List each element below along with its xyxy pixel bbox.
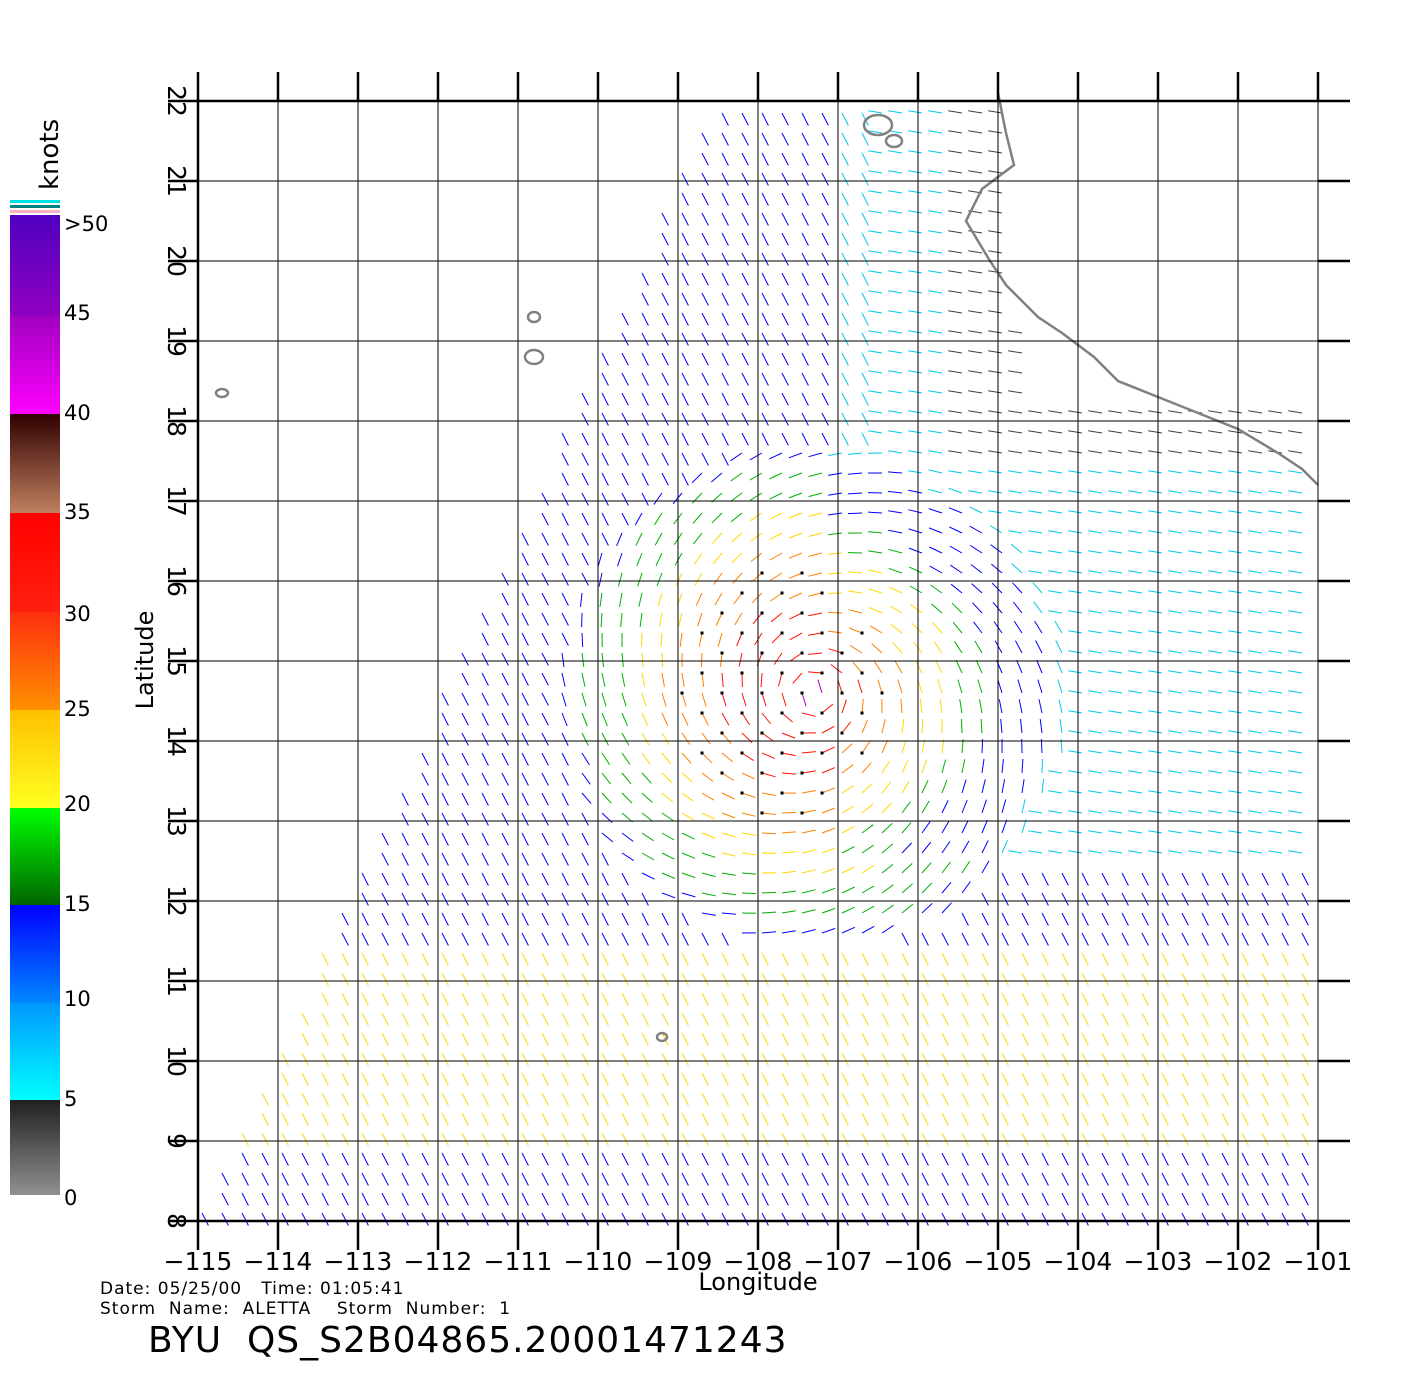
colorbar-title: knots: [35, 119, 65, 190]
product-id: BYU QS_S2B04865.20001471243: [148, 1320, 788, 1361]
colorbar-segment-0-5: [10, 1100, 60, 1195]
colorbar-label: 5: [64, 1087, 77, 1111]
lat-tick-label: 20: [162, 245, 191, 277]
colorbar-label: 20: [64, 792, 91, 816]
lon-tick-label: −113: [324, 1247, 393, 1276]
lon-tick-label: −104: [1044, 1247, 1113, 1276]
lat-tick-label: 18: [162, 405, 191, 437]
island-outline: [655, 1031, 669, 1043]
lon-tick-label: −110: [564, 1247, 633, 1276]
lon-tick-label: −109: [644, 1247, 713, 1276]
lon-tick-label: −114: [244, 1247, 313, 1276]
lat-tick-label: 14: [162, 725, 191, 757]
lat-tick-label: 21: [162, 165, 191, 197]
colorbar-label: 30: [64, 602, 91, 626]
lat-tick-label: 10: [162, 1045, 191, 1077]
lat-tick-label: 8: [162, 1213, 191, 1229]
colorbar-label: 15: [64, 892, 91, 916]
lat-tick-label: 12: [162, 885, 191, 917]
y-axis-label: Latitude: [131, 611, 159, 710]
colorbar-label: 0: [64, 1186, 77, 1210]
colorbar: knots 0 5 10 15 20 25 30 35 40 45 >50: [10, 119, 108, 1210]
lat-tick-label: 16: [162, 565, 191, 597]
colorbar-label: 10: [64, 987, 91, 1011]
lon-tick-label: −112: [404, 1247, 473, 1276]
lon-tick-label: −111: [484, 1247, 553, 1276]
date-time-line: Date: 05/25/00 Time: 01:05:41: [100, 1279, 405, 1299]
mexico-coast: [964, 92, 1319, 486]
lon-tick-label: −102: [1204, 1247, 1273, 1276]
axis-ticks: −115 −114 −113 −112 −111 −110 −109 −108 −107 −106…: [162, 72, 1352, 1276]
storm-line: Storm Name: ALETTA Storm Number: 1: [100, 1299, 512, 1319]
lat-tick-label: 13: [162, 805, 191, 837]
lat-tick-label: 22: [162, 85, 191, 117]
island-outline: [862, 113, 894, 137]
colorbar-label: 25: [64, 697, 91, 721]
x-axis-label: Longitude: [698, 1268, 817, 1296]
island-outline: [526, 310, 542, 324]
lat-tick-label: 17: [162, 485, 191, 517]
lat-tick-label: 15: [162, 645, 191, 677]
island-outline: [884, 133, 904, 149]
lat-tick-label: 19: [162, 325, 191, 357]
lon-tick-label: −105: [964, 1247, 1033, 1276]
colorbar-label: 45: [64, 301, 91, 325]
wind-vectors: [201, 110, 1309, 1226]
island-outline: [214, 387, 230, 399]
lon-tick-label: −101: [1284, 1247, 1353, 1276]
lon-tick-label: −107: [804, 1247, 873, 1276]
colorbar-label: 40: [64, 401, 91, 425]
lon-tick-label: −103: [1124, 1247, 1193, 1276]
lat-lon-grid: [196, 99, 1319, 1223]
colorbar-label: 35: [64, 500, 91, 524]
coastline: [214, 92, 1319, 1043]
island-outline: [523, 348, 545, 366]
lon-tick-label: −115: [164, 1247, 233, 1276]
lon-tick-label: −106: [884, 1247, 953, 1276]
lat-tick-label: 11: [162, 965, 191, 997]
colorbar-label: >50: [64, 212, 108, 236]
plot-area: −115 −114 −113 −112 −111 −110 −109 −108 −107 −106…: [162, 72, 1352, 1276]
lon-tick-label: −108: [724, 1247, 793, 1276]
lat-tick-label: 9: [162, 1133, 191, 1149]
